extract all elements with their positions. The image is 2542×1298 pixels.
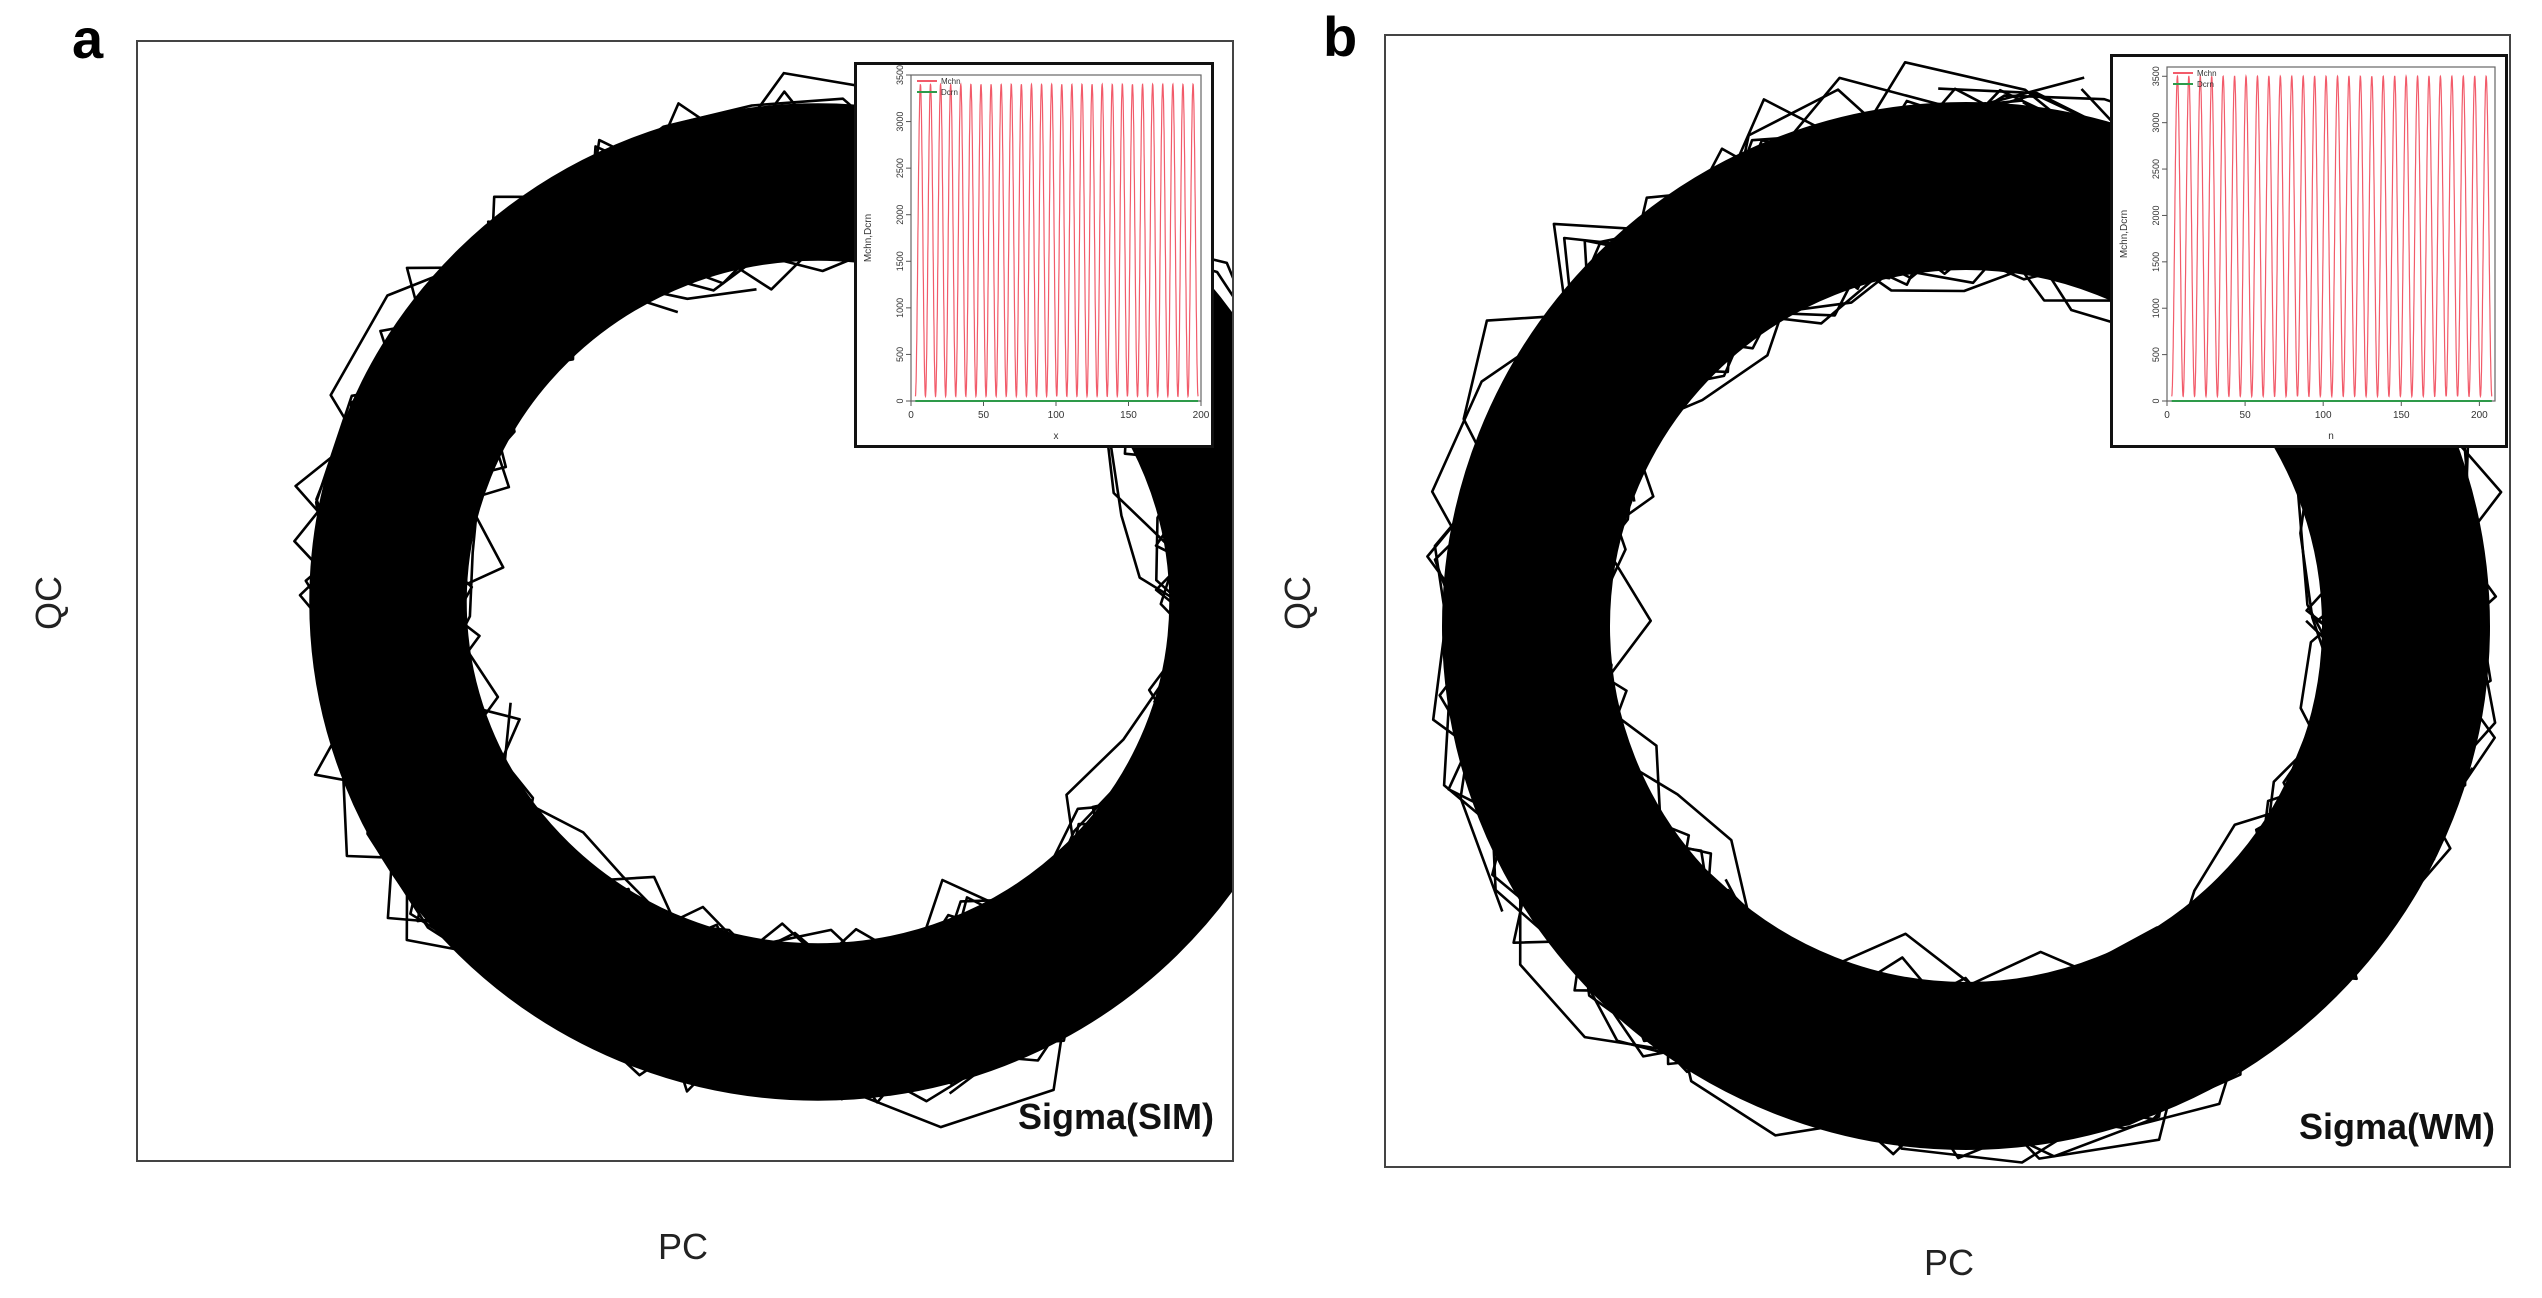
inset-y-tick-label: 3000 [895, 112, 905, 132]
inset-y-tick-label: 2000 [2151, 205, 2161, 225]
inset-x-tick-label: 0 [2164, 410, 2170, 421]
plot-frame-b: Sigma(WM) 0 500 1000 1500 2000 2500 3000 3500 0 5… [1384, 34, 2511, 1168]
inset-y-tick-label: 1000 [895, 298, 905, 318]
inset-x-tick-label: 100 [1048, 410, 1065, 421]
inset-y-tick-label: 500 [895, 347, 905, 362]
plot-frame-a: Sigma(SIM) 0 500 1000 1500 2000 2500 3000 3500 0… [136, 40, 1234, 1162]
inset-chart-b: 0 500 1000 1500 2000 2500 3000 3500 0 50 100 150 200… [2110, 54, 2508, 448]
panel-a: a Sigma(SIM) 0 500 1000 1500 2000 2500 3000 350… [28, 7, 1234, 1267]
inset-x-tick-label: 200 [2471, 410, 2488, 421]
inset-chart-a: 0 500 1000 1500 2000 2500 3000 3500 0 50 100 150 200… [854, 62, 1214, 448]
inset-x-tick-label: 50 [978, 410, 990, 421]
orbit-dense-band [1442, 102, 2490, 1150]
inset-x-tick-label: 150 [1120, 410, 1137, 421]
panel-letter-a: a [72, 7, 104, 70]
inset-y-tick-label: 0 [2151, 398, 2161, 403]
inset-y-tick-label: 1500 [2151, 252, 2161, 272]
inset-x-tick-label: 50 [2240, 410, 2252, 421]
inset-y-axis-label: Mchn,Dcrn [863, 214, 874, 262]
panel-b: b Sigma(WM) 0 500 1000 1500 2000 2500 3000 3500… [1271, 0, 2542, 1298]
inset-svg-a: 0 500 1000 1500 2000 2500 3000 3500 0 50 100 150 200… [863, 65, 1210, 442]
inset-y-tick-label: 2500 [2151, 159, 2161, 179]
inset-y-tick-label: 2500 [895, 158, 905, 178]
inset-legend-mchn-label: Mchn [941, 77, 961, 86]
panel-letter-b: b [1323, 5, 1358, 68]
inset-y-tick-label: 0 [895, 398, 905, 403]
inset-svg-b: 0 500 1000 1500 2000 2500 3000 3500 0 50 100 150 200… [2119, 66, 2496, 442]
inset-y-tick-label: 500 [2151, 347, 2161, 362]
inset-y-tick-label: 2000 [895, 205, 905, 225]
inset-x-tick-label: 100 [2315, 410, 2332, 421]
inset-y-tick-label: 1500 [895, 251, 905, 271]
inset-legend-dcrn-label: Dcrn [2197, 80, 2214, 89]
inset-x-tick-label: 200 [1193, 410, 1210, 421]
y-axis-label-a: QC [28, 576, 69, 630]
y-axis-label-b: QC [1277, 576, 1318, 630]
inset-x-tick-label: 150 [2393, 410, 2410, 421]
x-axis-label-a: PC [658, 1226, 709, 1267]
inset-y-tick-label: 3000 [2151, 113, 2161, 133]
inset-legend-dcrn-label: Dcrn [941, 88, 958, 97]
inset-x-axis-label: x [1054, 431, 1059, 442]
inset-series-mchn-line [2171, 73, 2493, 399]
inset-y-tick-label: 1000 [2151, 298, 2161, 318]
inset-x-axis-label: n [2328, 431, 2334, 442]
x-axis-label-b: PC [1924, 1242, 1975, 1283]
inset-y-tick-label: 3500 [895, 65, 905, 85]
inset-series-mchn-line [914, 82, 1199, 399]
annotation-sigma-sim: Sigma(SIM) [1017, 1096, 1214, 1137]
inset-x-tick-label: 0 [908, 410, 914, 421]
inset-legend-mchn-label: Mchn [2197, 69, 2217, 78]
annotation-sigma-wm: Sigma(WM) [2299, 1106, 2495, 1147]
orbit-dense-band [309, 103, 1232, 1101]
inset-y-axis-label: Mchn,Dcrn [2119, 210, 2130, 258]
inset-y-tick-label: 3500 [2151, 66, 2161, 86]
